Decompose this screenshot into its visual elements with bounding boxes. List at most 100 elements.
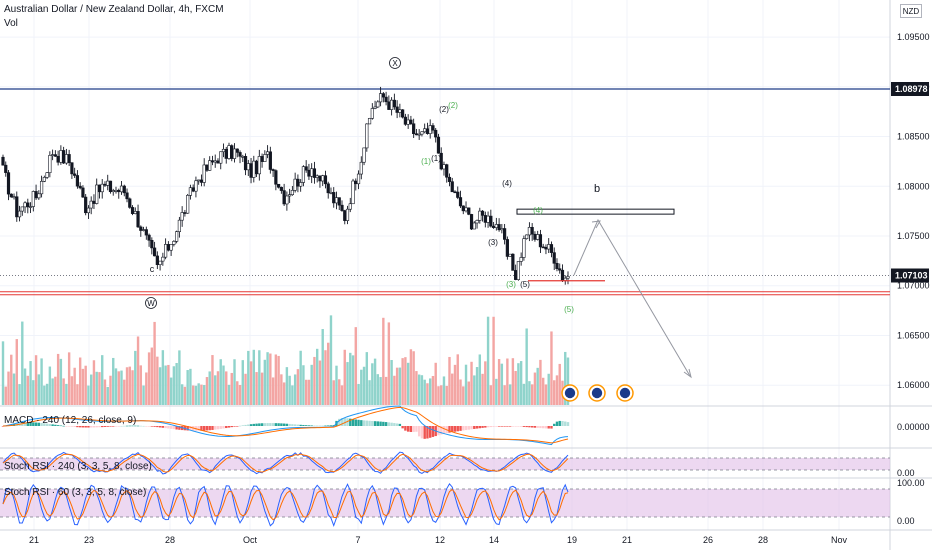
volume-bar: [431, 375, 435, 405]
candle-body: [265, 151, 270, 155]
volume-bar: [533, 372, 537, 405]
candle-body: [497, 224, 501, 231]
candle-body: [188, 187, 193, 196]
candle-body: [505, 239, 509, 257]
macd-histogram-bar: [241, 425, 244, 426]
candle-body: [340, 204, 344, 211]
volume-bar: [142, 385, 145, 405]
candle-body: [119, 185, 124, 193]
macd-histogram-bar: [362, 420, 366, 426]
macd-histogram-bar: [550, 426, 553, 429]
candle-body: [414, 133, 419, 136]
macd-histogram-bar: [45, 423, 49, 426]
volume-bar: [373, 358, 377, 405]
volume-bar: [462, 386, 465, 405]
volume-bar: [506, 358, 509, 405]
candle-body: [161, 256, 165, 262]
candle-body: [464, 207, 468, 212]
stoch-rsi-240-d-line: [2, 453, 569, 473]
volume-bar: [393, 375, 396, 405]
candle-body: [39, 181, 44, 195]
macd-histogram-bar: [277, 423, 280, 426]
volume-bar: [172, 366, 176, 405]
candle-body: [522, 238, 526, 258]
macd-histogram-bar: [164, 426, 167, 429]
candle-body: [252, 160, 256, 178]
macd-histogram-bar: [189, 426, 192, 431]
macd-histogram-bar: [54, 424, 57, 426]
candle-body: [34, 191, 38, 199]
volume-bar: [313, 356, 316, 405]
candle-body: [541, 246, 545, 249]
candle-body: [406, 119, 410, 125]
currency-badge[interactable]: NZD: [900, 4, 922, 18]
volume-bar: [371, 363, 374, 405]
volume-bar: [324, 350, 327, 405]
stoch-rsi-240-band: [0, 458, 890, 470]
macd-histogram-bar: [40, 422, 43, 426]
volume-bar: [103, 379, 107, 405]
volume-bar: [56, 353, 60, 405]
candle-body: [356, 173, 361, 185]
volume-bar: [202, 385, 206, 405]
macd-histogram-bar: [327, 425, 330, 427]
candle-body: [508, 253, 512, 257]
macd-histogram-bar: [451, 426, 454, 433]
macd-histogram-bar: [172, 426, 176, 430]
candle-body: [257, 156, 261, 175]
candle-body: [428, 125, 432, 134]
macd-histogram-bar: [448, 426, 451, 433]
macd-histogram-bar: [263, 423, 267, 426]
macd-histogram-bar: [269, 423, 272, 426]
volume-bar: [500, 363, 504, 405]
candle-body: [332, 192, 336, 204]
stoch-240-zero-label: 0.00: [897, 468, 915, 478]
macd-histogram-bar: [98, 426, 101, 428]
macd-histogram-bar: [390, 422, 393, 426]
volume-bar: [384, 376, 388, 405]
candle-body: [238, 152, 242, 157]
macd-histogram-bar: [37, 422, 41, 426]
candle-body: [362, 147, 366, 163]
candle-body: [412, 123, 416, 135]
candle-body: [503, 228, 507, 240]
volume-bar: [338, 379, 341, 405]
volume-bar: [473, 375, 476, 405]
macd-histogram-bar: [21, 422, 24, 426]
volume-bar: [271, 377, 275, 405]
volume-bar: [354, 327, 357, 405]
volume-bar: [252, 349, 256, 405]
volume-bar: [376, 374, 380, 405]
volume-bar: [37, 374, 41, 405]
volume-bar: [150, 347, 154, 405]
macd-histogram-bar: [70, 426, 74, 427]
candle-body: [84, 196, 88, 214]
macd-histogram-bar: [101, 426, 104, 428]
macd-histogram-bar: [114, 426, 118, 427]
macd-histogram-bar: [343, 417, 346, 426]
macd-histogram-bar: [293, 424, 297, 426]
macd-histogram-bar: [478, 426, 482, 429]
candle-body: [480, 210, 485, 216]
minor-wave-4-label: (4): [533, 206, 543, 215]
macd-histogram-bar: [233, 426, 236, 427]
volume-bar: [318, 360, 322, 405]
minor-wave-3-label: (3): [506, 280, 516, 289]
candle-body: [483, 215, 487, 223]
volume-bar: [428, 378, 432, 405]
candle-body: [461, 205, 465, 212]
time-tick-label: 26: [703, 535, 713, 545]
candle-body: [67, 154, 71, 163]
volume-bar: [117, 371, 120, 405]
macd-histogram-bar: [368, 420, 371, 426]
macd-histogram-bar: [404, 426, 407, 431]
resistance-price-badge: [891, 82, 929, 96]
macd-histogram-bar: [87, 426, 90, 428]
candle-body: [56, 156, 60, 163]
volume-bar: [233, 359, 236, 405]
candle-body: [442, 164, 446, 170]
volume-bar: [214, 375, 217, 405]
macd-histogram-bar: [553, 423, 556, 426]
volume-bar: [519, 361, 523, 405]
